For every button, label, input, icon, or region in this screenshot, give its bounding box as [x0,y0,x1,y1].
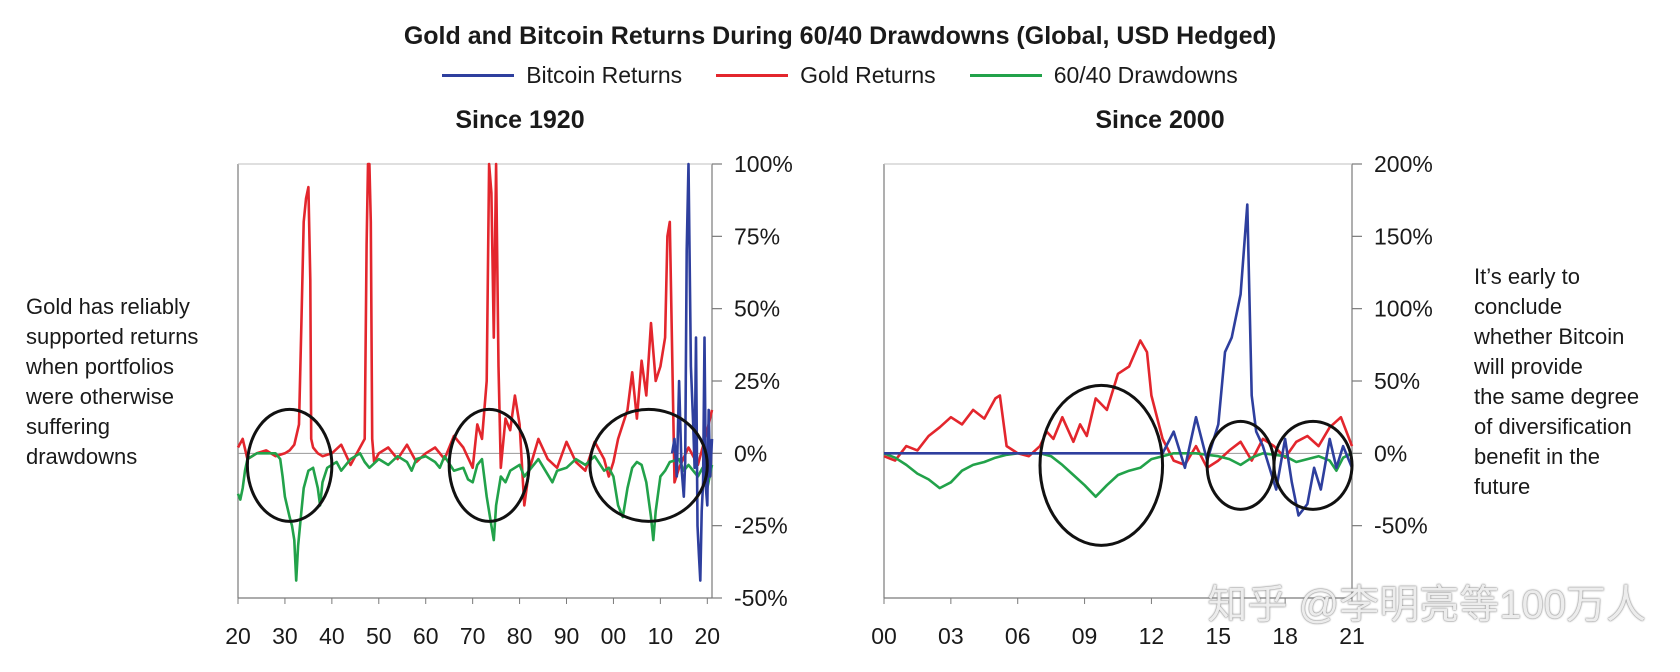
x-tick-label: 18 [1272,623,1298,649]
x-tick-label: 90 [554,623,580,649]
legend-label-drawdown: 60/40 Drawdowns [1053,62,1238,88]
x-tick-label: 06 [1005,623,1031,649]
y-tick-label: 0% [1374,440,1407,466]
series-line-gold-returns [883,339,1354,470]
y-tick-label: -50% [1374,513,1428,539]
highlight-ellipse [1038,383,1165,547]
y-tick-label: 50% [1374,368,1420,394]
series-line-60-40-drawdowns [236,451,714,582]
y-tick-label: -25% [734,513,788,539]
x-tick-label: 50 [366,623,392,649]
y-tick-label: 25% [734,368,780,394]
x-tick-label: 40 [319,623,345,649]
x-tick-label: 15 [1205,623,1231,649]
y-tick-label: 200% [1374,151,1433,177]
y-tick-label: 50% [734,296,780,322]
highlight-ellipse [1272,419,1354,511]
legend-swatch-gold [716,74,789,77]
legend-item-drawdown: 60/40 Drawdowns [969,62,1238,89]
legend-swatch-drawdown [969,74,1042,77]
panel-title-since-1920: Since 1920 [455,106,585,134]
x-tick-label: 20 [695,623,721,649]
legend: Bitcoin Returns Gold Returns 60/40 Drawd… [0,62,1680,89]
y-tick-label: 150% [1374,223,1433,249]
y-tick-label: 75% [734,223,780,249]
legend-label-bitcoin: Bitcoin Returns [526,62,683,88]
chart-title: Gold and Bitcoin Returns During 60/40 Dr… [403,22,1277,50]
highlight-ellipse [245,407,334,523]
x-tick-label: 12 [1139,623,1165,649]
x-tick-label: 10 [648,623,674,649]
y-tick-label: 100% [734,151,793,177]
watermark: 知乎 @李明亮等100万人 [1207,583,1646,627]
legend-label-gold: Gold Returns [800,62,936,88]
y-tick-label: 100% [1374,296,1433,322]
right-annotation: It’s early to conclude whether Bitcoin w… [1474,264,1640,499]
y-tick-label: 0% [734,440,767,466]
x-tick-label: 80 [507,623,533,649]
x-tick-label: 03 [938,623,964,649]
x-tick-label: 09 [1072,623,1098,649]
x-tick-label: 60 [413,623,439,649]
x-tick-label: 20 [225,623,251,649]
panel-title-since-2000: Since 2000 [1095,106,1225,134]
left-annotation: Gold has reliably supported returns when… [26,294,199,469]
x-tick-label: 30 [272,623,298,649]
series-line-gold-returns [236,162,714,507]
y-tick-label: -50% [734,585,788,611]
legend-item-bitcoin: Bitcoin Returns [442,62,682,89]
x-tick-label: 00 [871,623,897,649]
x-tick-label: 21 [1339,623,1365,649]
legend-item-gold: Gold Returns [716,62,936,89]
x-tick-label: 00 [601,623,627,649]
series-line-bitcoin-returns [670,162,714,582]
legend-swatch-bitcoin [442,74,515,77]
x-tick-label: 70 [460,623,486,649]
series-line-bitcoin-returns [884,203,1354,517]
series-line-60-40-drawdowns [883,451,1353,499]
highlight-ellipse [588,407,709,523]
highlight-ellipse [447,407,531,523]
